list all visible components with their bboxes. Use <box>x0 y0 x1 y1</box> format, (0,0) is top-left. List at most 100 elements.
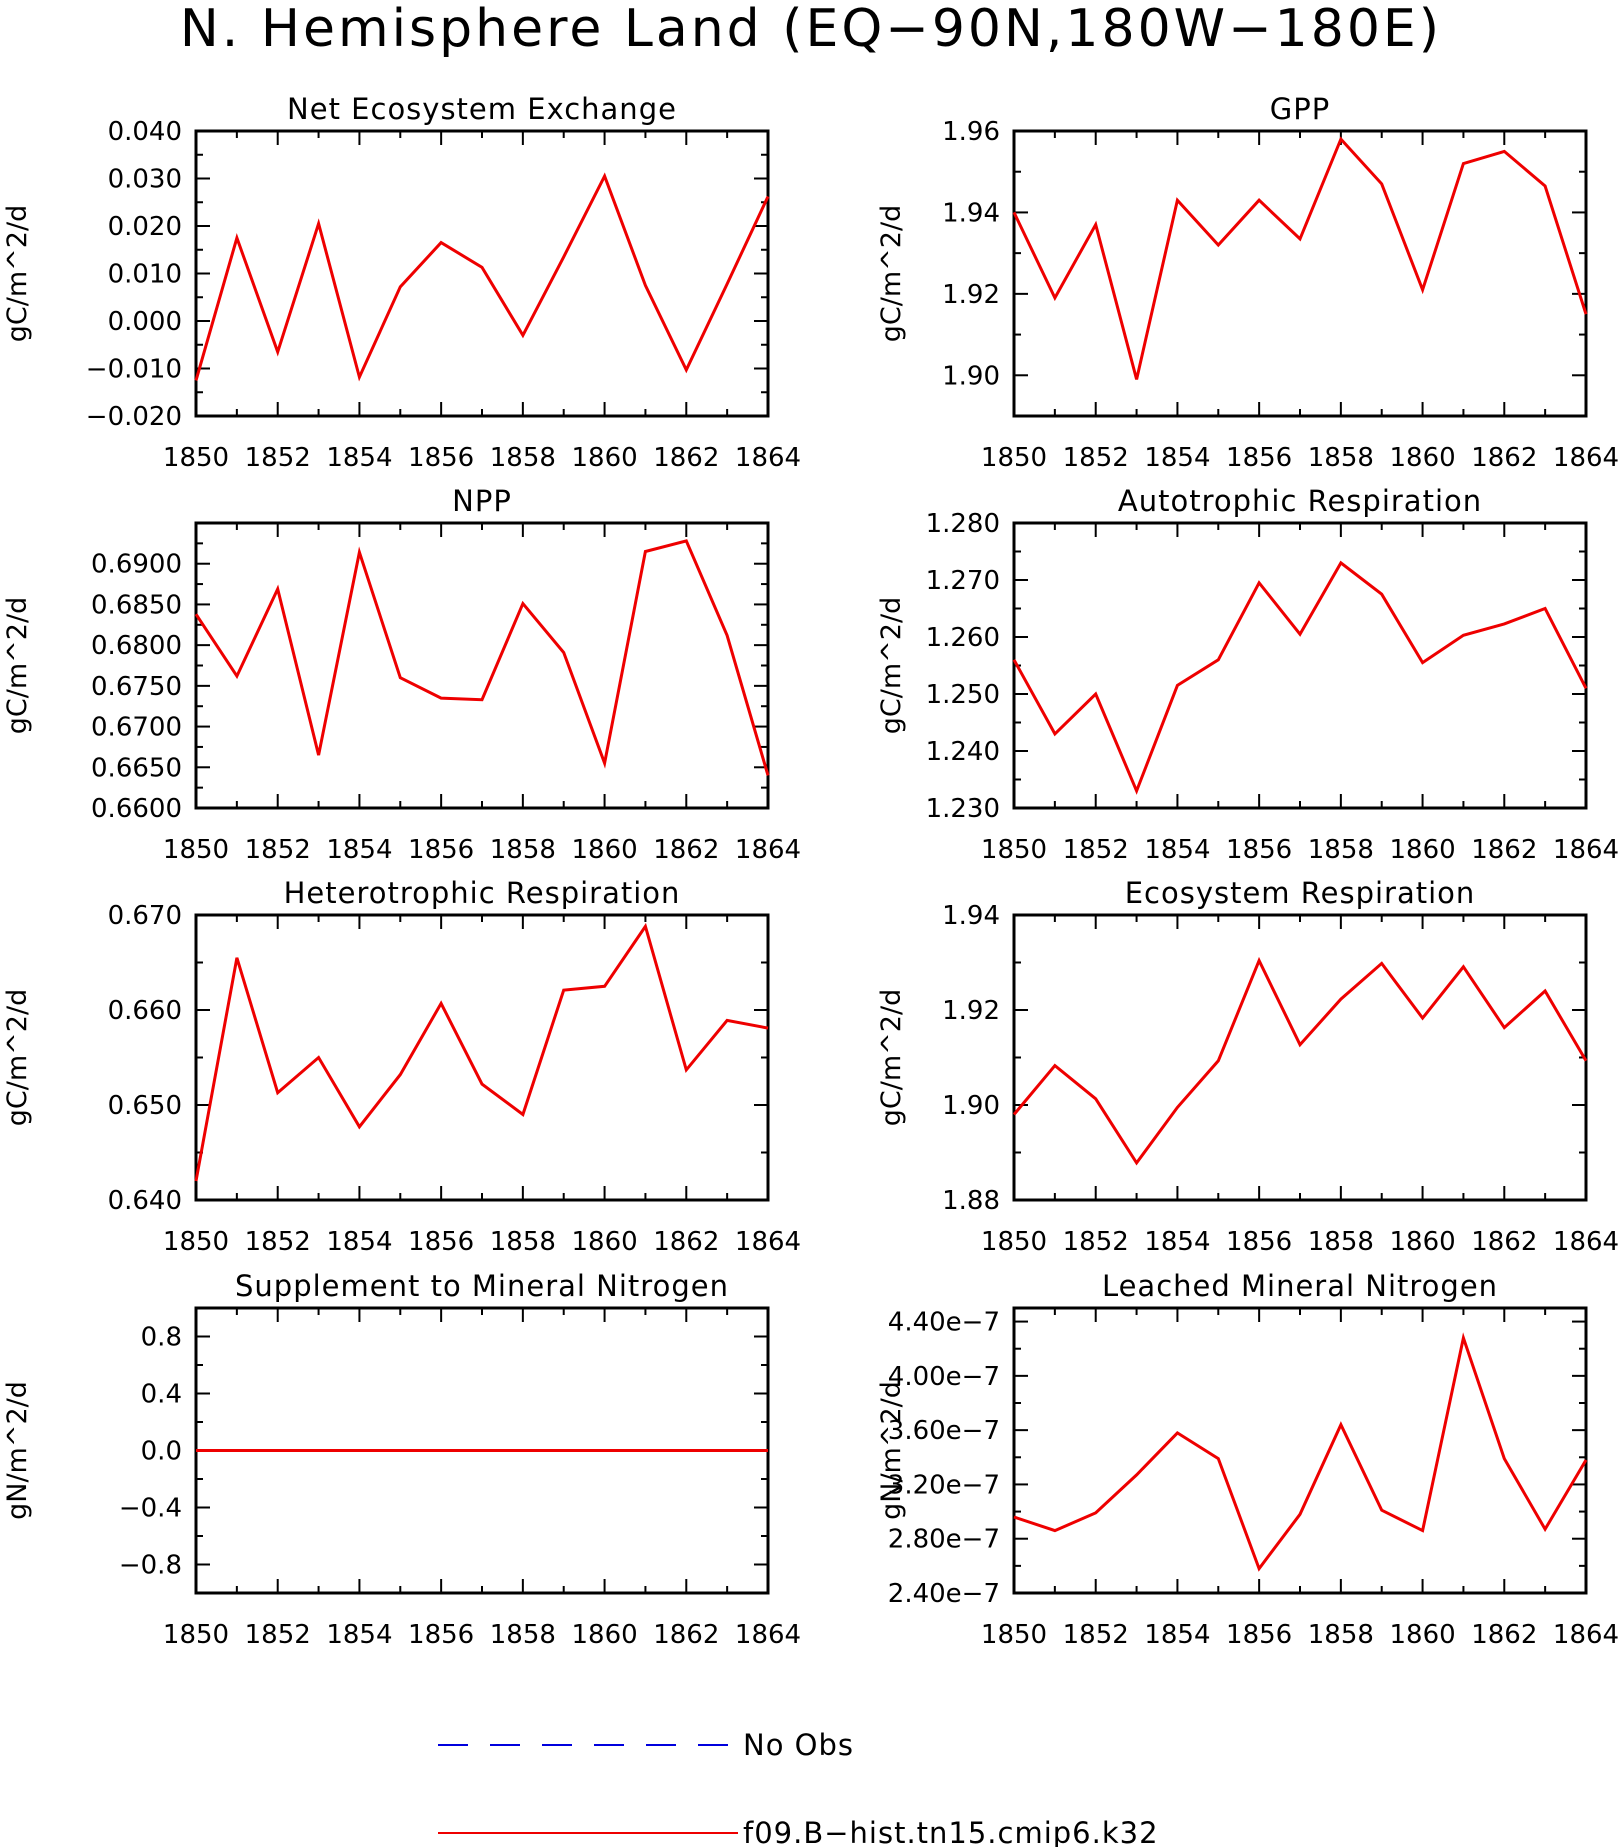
y-tick-label: −0.8 <box>119 1551 182 1581</box>
x-tick-label: 1850 <box>981 1620 1047 1650</box>
x-tick-label: 1860 <box>571 835 637 865</box>
chart-panel: Supplement to Mineral Nitrogen 1850 1852 18… <box>2 1269 801 1650</box>
x-tick-label: 1860 <box>1389 1227 1455 1257</box>
x-tick-label: 1858 <box>490 1620 556 1650</box>
y-tick-label: 1.270 <box>926 566 1000 596</box>
panel-title: Leached Mineral Nitrogen <box>1102 1269 1498 1303</box>
x-tick-label: 1852 <box>1063 1620 1129 1650</box>
x-tick-label: 1860 <box>1389 443 1455 473</box>
x-tick-label: 1852 <box>245 1227 311 1257</box>
x-tick-label: 1856 <box>1226 1227 1292 1257</box>
y-tick-label: −0.4 <box>119 1494 182 1524</box>
x-tick-label: 1850 <box>981 1227 1047 1257</box>
x-tick-label: 1862 <box>1471 1620 1537 1650</box>
plot-frame <box>1012 913 1588 1202</box>
x-tick-label: 1854 <box>326 1620 392 1650</box>
x-tick-label: 1850 <box>981 443 1047 473</box>
panel-title: Supplement to Mineral Nitrogen <box>235 1269 729 1303</box>
y-tick-label: 0.030 <box>108 165 182 195</box>
y-tick-label: 0.6900 <box>91 550 182 580</box>
y-tick-label: 0.8 <box>141 1323 182 1353</box>
plot-frame <box>1012 521 1588 810</box>
y-tick-label: 1.88 <box>942 1186 1000 1216</box>
plot-frame <box>194 129 770 418</box>
x-tick-label: 1856 <box>1226 443 1292 473</box>
legend-label-no-obs: No Obs <box>743 1728 854 1762</box>
panel-title: Autotrophic Respiration <box>1118 484 1482 518</box>
x-tick-label: 1862 <box>653 1620 719 1650</box>
plot-frame <box>194 521 770 810</box>
x-tick-label: 1862 <box>1471 1227 1537 1257</box>
y-tick-label: −0.020 <box>86 402 182 432</box>
x-tick-label: 1854 <box>326 835 392 865</box>
x-tick-label: 1850 <box>981 835 1047 865</box>
chart-panel: NPP 1850 1852 1854 1856 1858 1860 1862 1864 0.660… <box>2 484 801 865</box>
x-tick-label: 1854 <box>1144 835 1210 865</box>
x-tick-label: 1864 <box>1553 835 1619 865</box>
chart-panel: Heterotrophic Respiration 1850 1852 1854 185… <box>2 876 801 1257</box>
y-tick-label: 0.660 <box>108 996 182 1026</box>
x-tick-label: 1854 <box>326 443 392 473</box>
y-tick-label: 0.650 <box>108 1091 182 1121</box>
y-tick-label: 3.60e−7 <box>888 1416 1000 1446</box>
x-tick-label: 1864 <box>1553 1227 1619 1257</box>
y-tick-label: 2.40e−7 <box>888 1579 1000 1609</box>
y-tick-label: 1.260 <box>926 623 1000 653</box>
y-axis-label: gN/m^2/d <box>2 1381 33 1520</box>
chart-panel: Ecosystem Respiration 1850 1852 1854 1856 185… <box>876 876 1619 1257</box>
x-tick-label: 1862 <box>653 1227 719 1257</box>
series-line <box>1012 136 1588 380</box>
y-tick-label: −0.010 <box>86 355 182 385</box>
y-tick-label: 0.040 <box>108 117 182 147</box>
x-tick-label: 1854 <box>1144 1620 1210 1650</box>
series-line <box>1013 1332 1588 1572</box>
series-line <box>1012 956 1588 1166</box>
y-tick-label: 0.6600 <box>91 794 182 824</box>
x-tick-label: 1852 <box>245 1620 311 1650</box>
x-tick-label: 1856 <box>1226 835 1292 865</box>
y-tick-label: 1.94 <box>942 901 1000 931</box>
x-tick-label: 1862 <box>1471 835 1537 865</box>
x-tick-label: 1850 <box>163 1620 229 1650</box>
y-tick-label: 0.020 <box>108 212 182 242</box>
series-line <box>1012 560 1588 795</box>
y-tick-label: 0.640 <box>108 1186 182 1216</box>
chart-panel: Leached Mineral Nitrogen 1850 1852 1854 1856… <box>876 1269 1619 1650</box>
y-tick-label: 1.250 <box>926 680 1000 710</box>
y-axis-label: gC/m^2/d <box>2 205 33 342</box>
y-tick-label: 1.280 <box>926 509 1000 539</box>
y-tick-label: 0.6750 <box>91 672 182 702</box>
y-tick-label: 0.6850 <box>91 590 182 620</box>
panel-title: Heterotrophic Respiration <box>284 876 681 910</box>
panel-title: GPP <box>1270 92 1330 126</box>
x-tick-label: 1858 <box>1308 1227 1374 1257</box>
x-tick-label: 1860 <box>571 1227 637 1257</box>
y-tick-label: 1.230 <box>926 794 1000 824</box>
x-tick-label: 1864 <box>1553 1620 1619 1650</box>
y-tick-label: 1.94 <box>942 198 1000 228</box>
y-tick-label: 0.000 <box>108 307 182 337</box>
y-tick-label: 0.6800 <box>91 631 182 661</box>
x-tick-label: 1862 <box>653 835 719 865</box>
y-tick-label: 0.4 <box>141 1380 182 1410</box>
legend: No Obs f09.B−hist.tn15.cmip6.k32 <box>438 1728 1158 1847</box>
chart-panel: Autotrophic Respiration 1850 1852 1854 1856 1… <box>876 484 1619 865</box>
plot-frame <box>1012 129 1588 418</box>
y-tick-label: 0.670 <box>108 901 182 931</box>
y-axis-label: gC/m^2/d <box>876 989 907 1126</box>
x-tick-label: 1860 <box>571 1620 637 1650</box>
x-tick-label: 1850 <box>163 835 229 865</box>
x-tick-label: 1858 <box>1308 443 1374 473</box>
series-line <box>194 172 770 382</box>
y-tick-label: 4.40e−7 <box>888 1308 1000 1338</box>
x-tick-label: 1852 <box>245 443 311 473</box>
panels: Net Ecosystem Exchange 1850 1852 1854 1856 18… <box>2 92 1619 1650</box>
series-line <box>194 539 770 776</box>
x-tick-label: 1864 <box>1553 443 1619 473</box>
x-tick-label: 1860 <box>1389 1620 1455 1650</box>
y-axis-label: gC/m^2/d <box>876 205 907 342</box>
x-tick-label: 1860 <box>571 443 637 473</box>
x-tick-label: 1854 <box>1144 443 1210 473</box>
series-line <box>194 922 769 1182</box>
